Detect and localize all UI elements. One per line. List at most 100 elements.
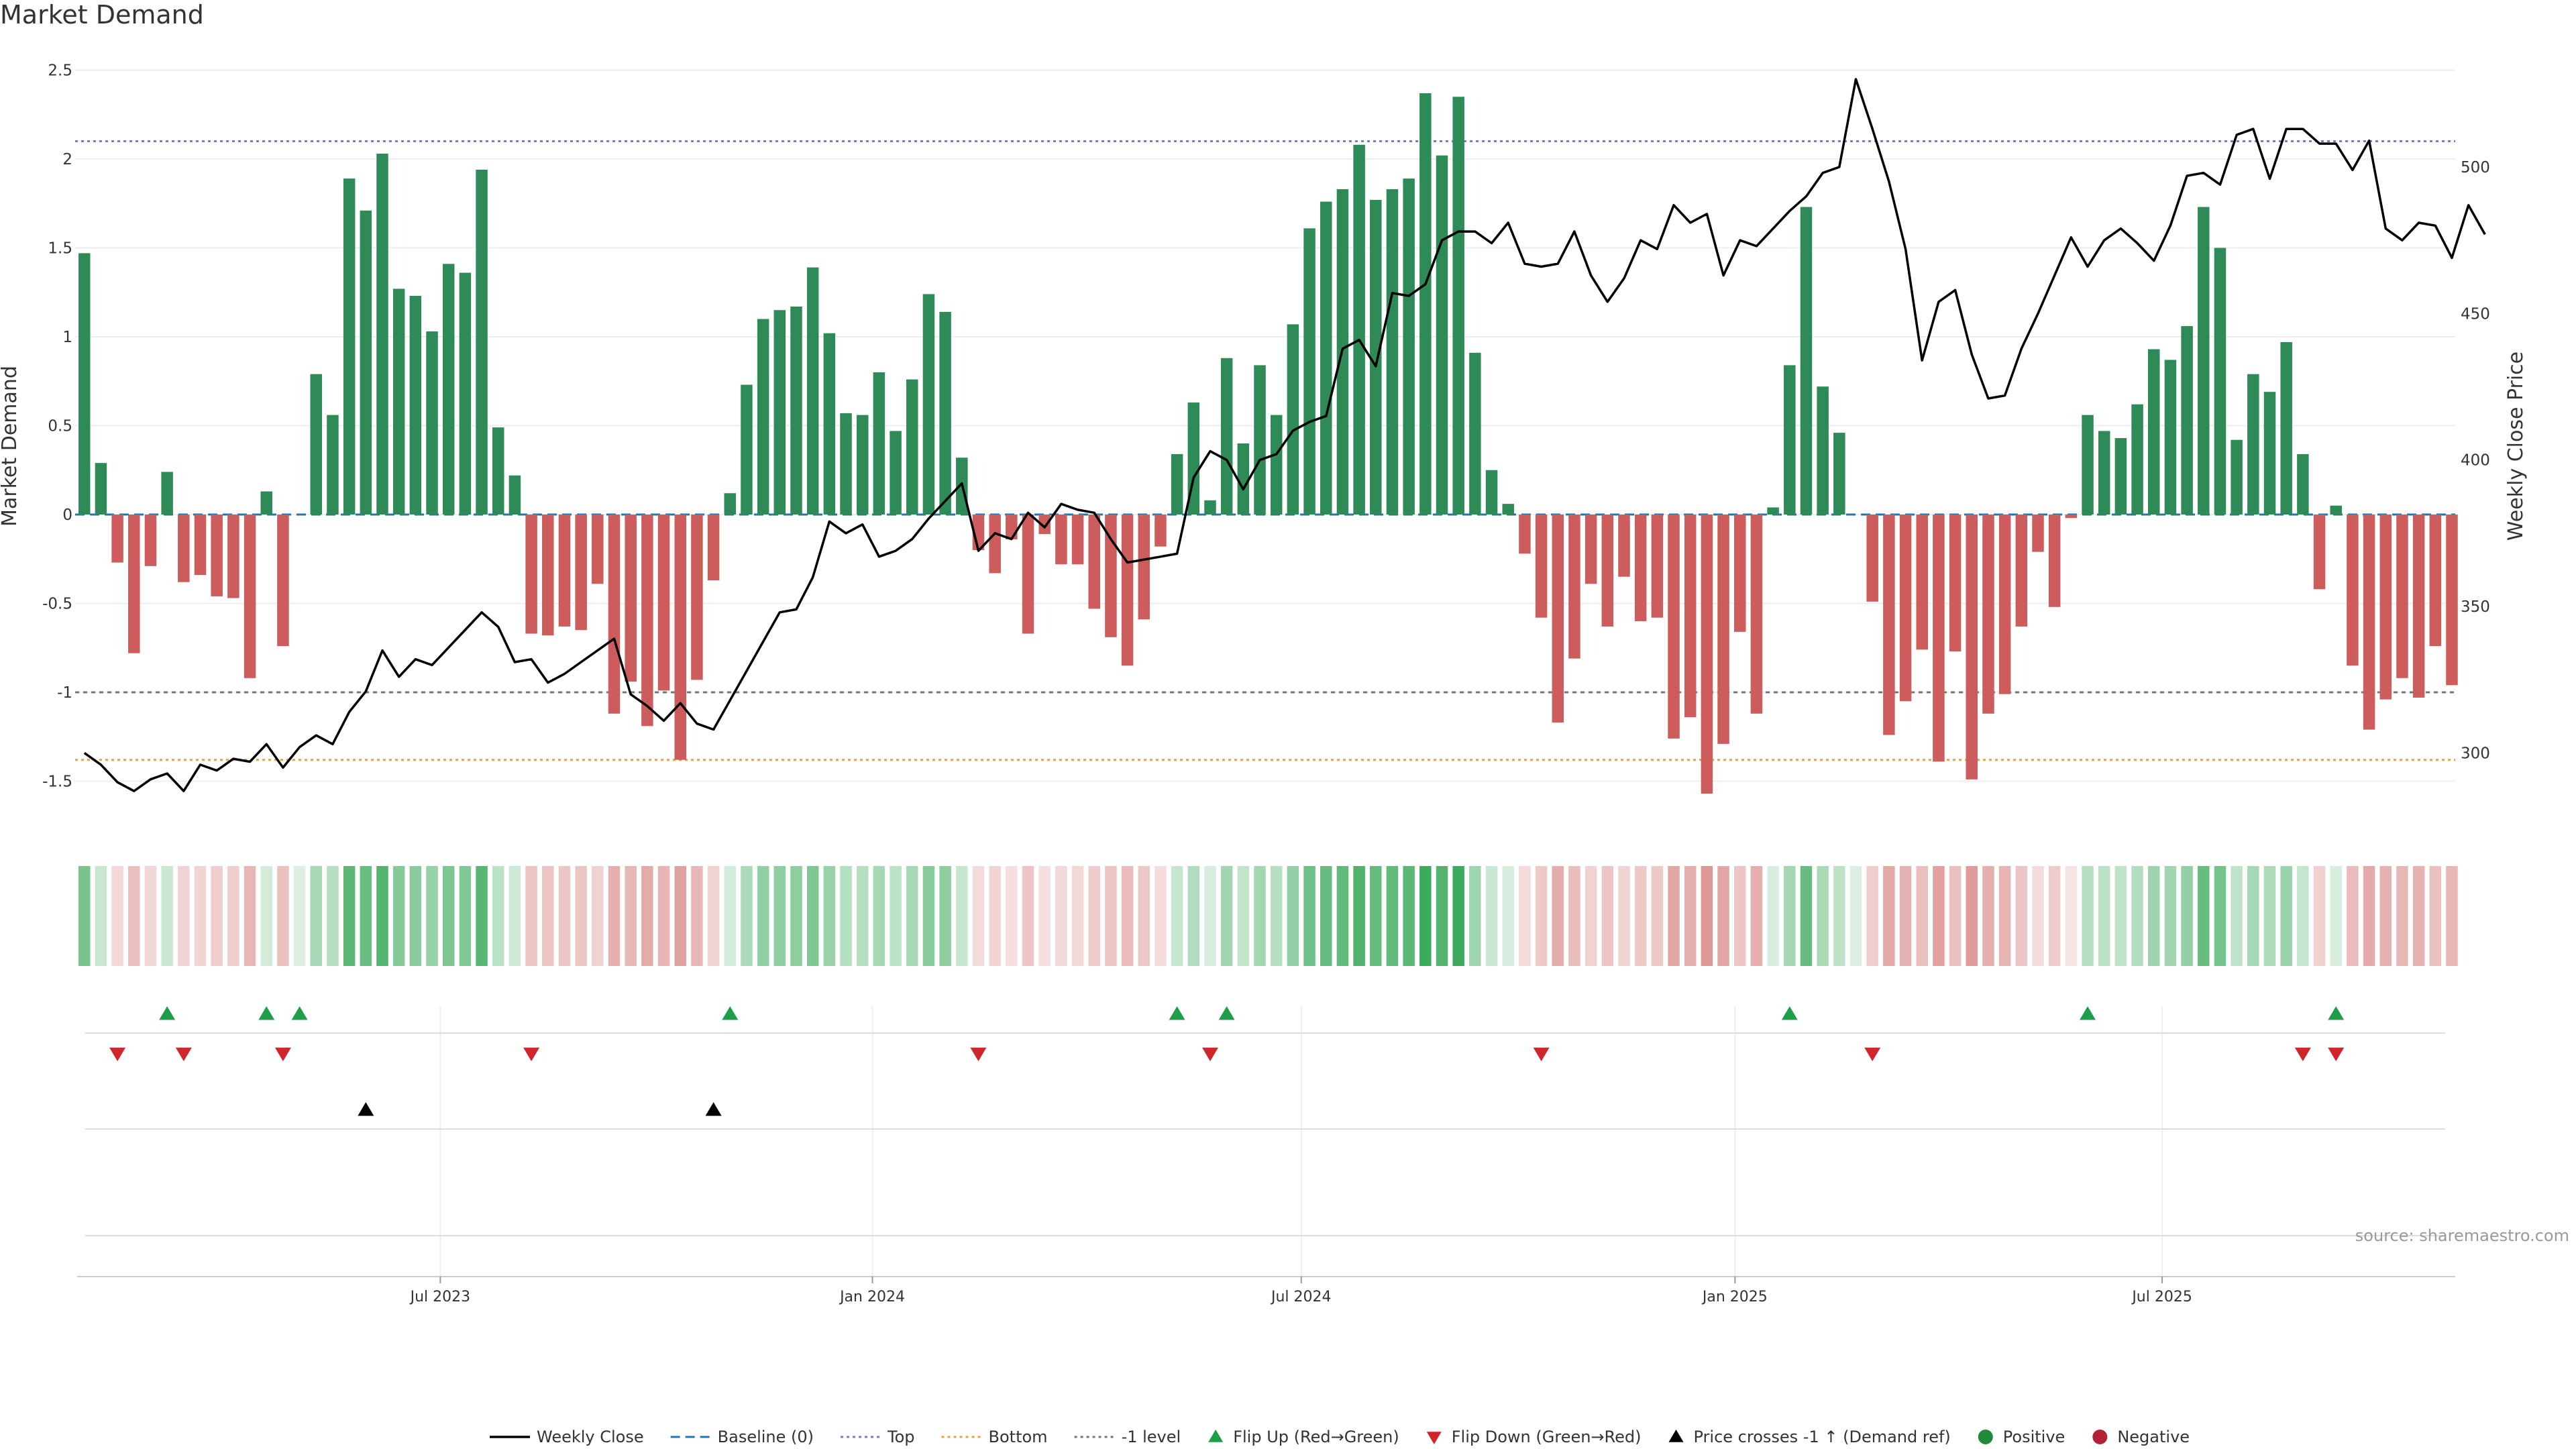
heat-cell [1668, 866, 1680, 966]
right-tick-label: 350 [2461, 598, 2490, 616]
date-tick-label: Jul 2025 [2131, 1289, 2192, 1305]
demand-bar [244, 515, 256, 678]
heat-cell [2148, 866, 2160, 966]
heat-cell [1519, 866, 1531, 966]
demand-bar [657, 515, 670, 691]
left-axis-title: Market Demand [0, 366, 21, 527]
left-tick-label: 2 [62, 151, 72, 168]
heat-cell [2114, 866, 2127, 966]
heat-cell [78, 866, 91, 966]
demand-bar [1006, 515, 1018, 540]
demand-bar [1634, 515, 1647, 621]
heat-cell [1187, 866, 1200, 966]
heat-cell [1138, 866, 1150, 966]
demand-bar [78, 253, 91, 515]
demand-bar [442, 264, 455, 515]
heat-cell [856, 866, 869, 966]
demand-bar [1866, 515, 1878, 602]
legend-item: Positive [1978, 1428, 2065, 1446]
signal-strips [77, 1006, 2455, 1277]
weekly-close-line [83, 78, 2486, 792]
heat-cell [327, 866, 339, 966]
left-tick-label: 2.5 [48, 62, 72, 80]
legend-label: Price crosses -1 ↑ (Demand ref) [1694, 1428, 1951, 1446]
heat-cell [2032, 866, 2044, 966]
heat-cell [360, 866, 372, 966]
heat-cell [1784, 866, 1796, 966]
demand-bar [1817, 386, 1829, 515]
demand-bar [1668, 515, 1680, 739]
heat-cell [741, 866, 753, 966]
flip-up-marker [1781, 1006, 1798, 1020]
heat-cell [989, 866, 1001, 966]
heat-cell [2379, 866, 2392, 966]
heat-cell [1949, 866, 1962, 966]
demand-bar [1717, 515, 1729, 744]
demand-bar [1734, 515, 1746, 632]
heat-cell [1883, 866, 1895, 966]
legend-label: Positive [2003, 1428, 2065, 1446]
heat-cell [2330, 866, 2342, 966]
demand-bar [1237, 443, 1250, 515]
heat-cell [939, 866, 951, 966]
demand-bar [376, 154, 388, 515]
demand-bar [327, 415, 339, 515]
legend-swatch [2092, 1430, 2108, 1444]
demand-bar [2065, 515, 2078, 519]
heat-cell [476, 866, 488, 966]
heat-cell [922, 866, 935, 966]
demand-bar [906, 379, 918, 515]
demand-bar [2015, 515, 2028, 627]
demand-bar [1022, 515, 1034, 634]
demand-bar [194, 515, 207, 576]
left-tick-label: -0.5 [42, 596, 72, 613]
legend-item: Negative [2092, 1428, 2190, 1446]
heat-cell [2412, 866, 2425, 966]
demand-bar [1784, 365, 1796, 515]
demand-bar [1121, 515, 1134, 666]
heat-cell [1320, 866, 1332, 966]
heat-cell [625, 866, 637, 966]
heat-cell [2214, 866, 2226, 966]
demand-bar [2446, 515, 2458, 686]
demand-bar [144, 515, 157, 566]
demand-bar [2313, 515, 2326, 590]
demand-bar [476, 169, 488, 515]
demand-bar [2347, 515, 2359, 666]
heat-cell [95, 866, 107, 966]
heat-cell [2231, 866, 2243, 966]
demand-bar [1419, 93, 1432, 515]
demand-bar [2379, 515, 2392, 700]
heat-cell [1849, 866, 1862, 966]
heat-cell [2263, 866, 2276, 966]
demand-bar [1204, 500, 1216, 515]
demand-bar [2297, 453, 2309, 515]
heat-cell [806, 866, 819, 966]
heat-cell [1684, 866, 1697, 966]
heat-cell [442, 866, 455, 966]
heat-cell [1899, 866, 1912, 966]
demand-bar [392, 288, 405, 515]
heat-cell [343, 866, 356, 966]
demand-bar [409, 296, 422, 515]
legend-item: Flip Up (Red→Green) [1208, 1428, 1399, 1446]
demand-bar [1651, 515, 1664, 618]
demand-bar [773, 310, 786, 515]
heat-cell [575, 866, 587, 966]
demand-bar [2412, 515, 2425, 698]
heat-cell [227, 866, 239, 966]
legend-swatch [1426, 1432, 1442, 1444]
heat-cell [1303, 866, 1316, 966]
date-axis: Jul 2023 Jan 2024 Jul 2024 Jan 2025 Jul 2025 [409, 1277, 2192, 1305]
demand-bar [310, 374, 323, 515]
demand-bar [939, 311, 951, 515]
legend-item: Bottom [941, 1428, 1048, 1446]
heat-cell [1734, 866, 1746, 966]
demand-bar [360, 210, 372, 515]
price-cross-marker [358, 1102, 374, 1116]
heat-cell [1701, 866, 1713, 966]
left-tick-label: 0 [62, 506, 72, 524]
heat-cell [1933, 866, 1945, 966]
demand-bar [1452, 97, 1464, 515]
demand-bar [2114, 438, 2127, 515]
